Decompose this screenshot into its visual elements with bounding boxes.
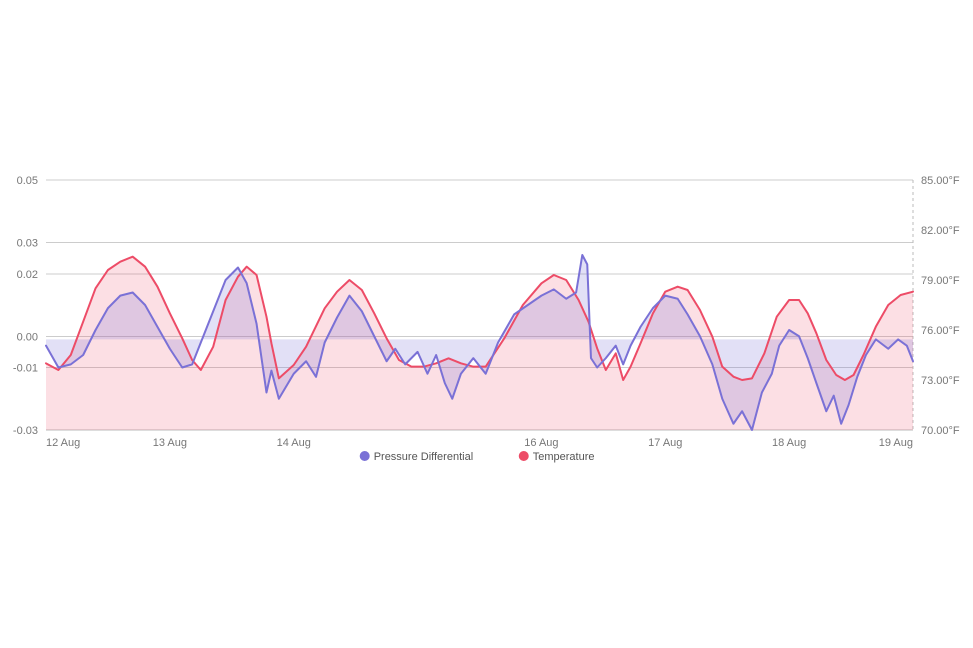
- x-tick-label: 16 Aug: [524, 437, 558, 449]
- x-tick-label: 18 Aug: [772, 437, 806, 449]
- y-axis-right: 85.00°F 82.00°F 79.00°F 76.00°F 73.00°F 70.00…: [921, 175, 960, 437]
- x-axis: 12 Aug 13 Aug 14 Aug 16 Aug 17 Aug 18 Aug 19 A…: [46, 437, 913, 449]
- dual-axis-area-chart: 0.05 0.03 0.02 0.00 -0.01 -0.03 85.00°F 82.00°F…: [0, 0, 973, 648]
- legend-marker: [360, 451, 370, 461]
- chart-container: 0.05 0.03 0.02 0.00 -0.01 -0.03 85.00°F 82.00°F…: [0, 0, 973, 648]
- legend: Pressure Differential Temperature: [360, 451, 595, 463]
- x-tick-label: 17 Aug: [648, 437, 682, 449]
- y-left-tick-label: -0.03: [13, 425, 38, 437]
- y-left-tick-label: 0.05: [17, 175, 38, 187]
- y-left-tick-label: -0.01: [13, 363, 38, 375]
- y-axis-left: 0.05 0.03 0.02 0.00 -0.01 -0.03: [13, 175, 38, 437]
- y-left-tick-label: 0.03: [17, 238, 38, 250]
- y-right-tick-label: 73.00°F: [921, 375, 960, 387]
- y-right-tick-label: 85.00°F: [921, 175, 960, 187]
- x-tick-label: 14 Aug: [277, 437, 311, 449]
- x-tick-label: 19 Aug: [879, 437, 913, 449]
- x-tick-label: 13 Aug: [153, 437, 187, 449]
- legend-label: Temperature: [533, 451, 595, 463]
- x-tick-label: 12 Aug: [46, 437, 80, 449]
- y-right-tick-label: 79.00°F: [921, 275, 960, 287]
- y-left-tick-label: 0.00: [17, 331, 38, 343]
- series-group: [46, 255, 913, 430]
- y-right-tick-label: 70.00°F: [921, 425, 960, 437]
- y-right-tick-label: 82.00°F: [921, 225, 960, 237]
- y-right-tick-label: 76.00°F: [921, 325, 960, 337]
- legend-marker: [519, 451, 529, 461]
- y-left-tick-label: 0.02: [17, 269, 38, 281]
- legend-label: Pressure Differential: [374, 451, 473, 463]
